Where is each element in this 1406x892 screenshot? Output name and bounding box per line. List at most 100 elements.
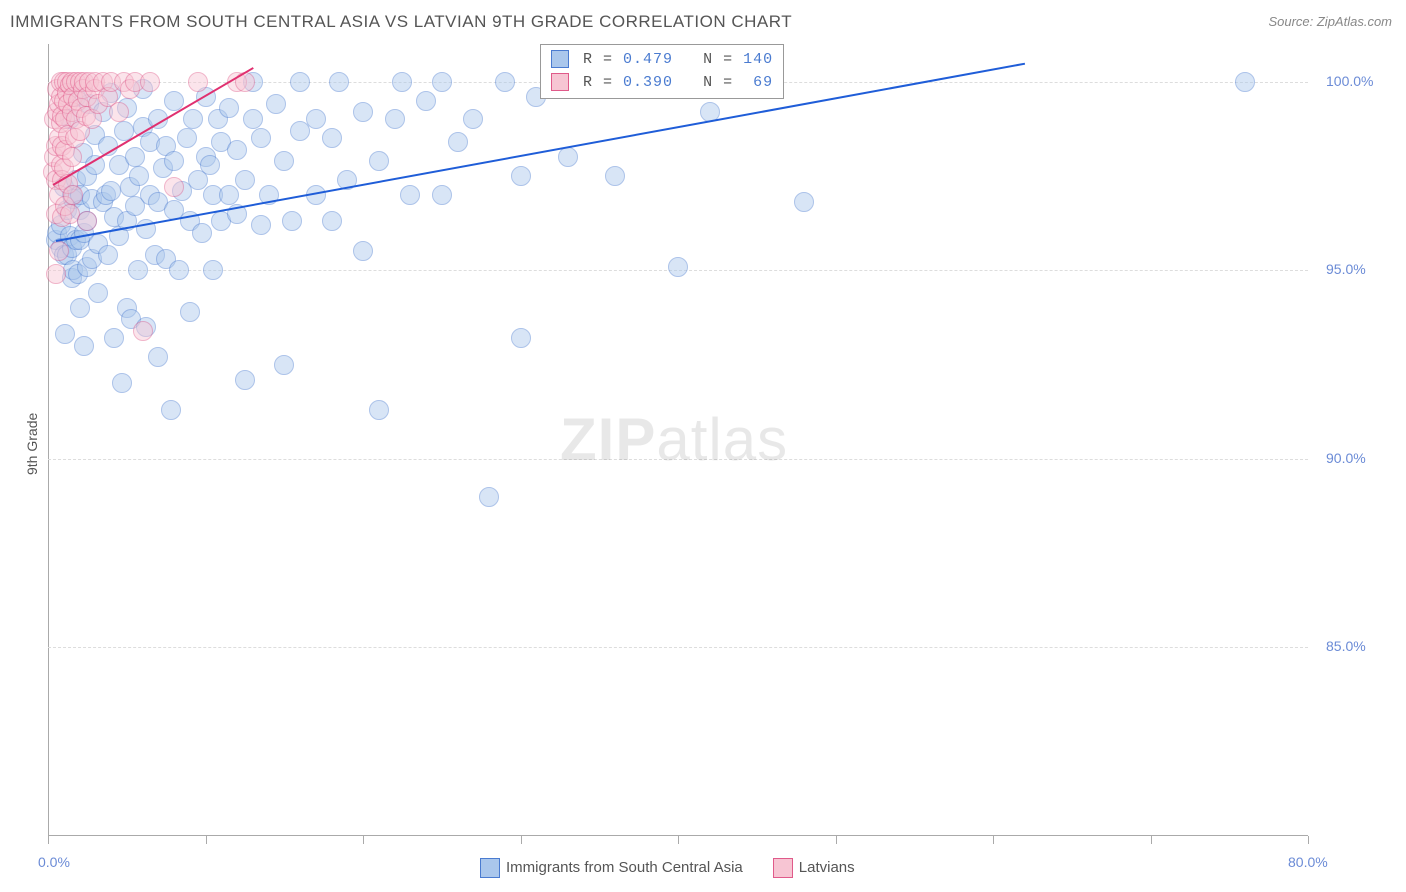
- y-tick-label: 100.0%: [1326, 73, 1373, 89]
- scatter-point-immigrants: [369, 400, 389, 420]
- plot-area: [48, 44, 1308, 836]
- y-tick-label: 85.0%: [1326, 638, 1366, 654]
- x-tick: [48, 836, 49, 844]
- scatter-point-immigrants: [495, 72, 515, 92]
- scatter-point-latvians: [140, 72, 160, 92]
- x-tick: [993, 836, 994, 844]
- scatter-point-immigrants: [274, 151, 294, 171]
- scatter-point-immigrants: [282, 211, 302, 231]
- scatter-point-immigrants: [251, 128, 271, 148]
- scatter-point-immigrants: [266, 94, 286, 114]
- y-axis-title: 9th Grade: [24, 413, 40, 475]
- x-tick: [836, 836, 837, 844]
- legend-swatch: [551, 73, 569, 91]
- scatter-point-immigrants: [161, 400, 181, 420]
- x-tick: [206, 836, 207, 844]
- legend-row-latvians: R = 0.390 N = 69: [551, 72, 773, 95]
- scatter-point-immigrants: [98, 245, 118, 265]
- x-tick: [1151, 836, 1152, 844]
- scatter-point-immigrants: [558, 147, 578, 167]
- scatter-point-immigrants: [70, 298, 90, 318]
- scatter-point-immigrants: [463, 109, 483, 129]
- scatter-point-immigrants: [385, 109, 405, 129]
- x-tick: [363, 836, 364, 844]
- x-tick-label: 0.0%: [38, 854, 70, 870]
- scatter-point-immigrants: [200, 155, 220, 175]
- scatter-point-immigrants: [55, 324, 75, 344]
- scatter-point-immigrants: [125, 147, 145, 167]
- chart-title: IMMIGRANTS FROM SOUTH CENTRAL ASIA VS LA…: [10, 12, 792, 32]
- scatter-point-immigrants: [227, 140, 247, 160]
- legend-swatch: [551, 50, 569, 68]
- scatter-point-immigrants: [322, 211, 342, 231]
- scatter-point-immigrants: [1235, 72, 1255, 92]
- scatter-point-latvians: [109, 102, 129, 122]
- x-tick: [678, 836, 679, 844]
- scatter-point-immigrants: [432, 185, 452, 205]
- x-tick-label: 80.0%: [1288, 854, 1328, 870]
- scatter-point-immigrants: [432, 72, 452, 92]
- scatter-point-immigrants: [274, 355, 294, 375]
- scatter-point-immigrants: [322, 128, 342, 148]
- correlation-legend: R = 0.479 N = 140 R = 0.390 N = 69: [540, 44, 784, 99]
- scatter-point-latvians: [133, 321, 153, 341]
- scatter-point-immigrants: [392, 72, 412, 92]
- scatter-point-immigrants: [511, 328, 531, 348]
- x-tick: [1308, 836, 1309, 844]
- y-tick-label: 90.0%: [1326, 450, 1366, 466]
- scatter-point-immigrants: [353, 102, 373, 122]
- scatter-point-immigrants: [251, 215, 271, 235]
- scatter-point-immigrants: [192, 223, 212, 243]
- scatter-point-immigrants: [129, 166, 149, 186]
- legend-swatch: [480, 858, 500, 878]
- source-attribution: Source: ZipAtlas.com: [1268, 14, 1392, 29]
- scatter-point-immigrants: [369, 151, 389, 171]
- scatter-point-immigrants: [235, 370, 255, 390]
- scatter-point-latvians: [77, 211, 97, 231]
- scatter-point-immigrants: [479, 487, 499, 507]
- scatter-point-latvians: [63, 185, 83, 205]
- scatter-point-immigrants: [511, 166, 531, 186]
- legend-item-immigrants: Immigrants from South Central Asia: [480, 858, 743, 878]
- scatter-point-immigrants: [164, 151, 184, 171]
- scatter-point-latvians: [188, 72, 208, 92]
- scatter-point-latvians: [49, 241, 69, 261]
- scatter-point-immigrants: [180, 302, 200, 322]
- scatter-point-immigrants: [112, 373, 132, 393]
- legend-row-immigrants: R = 0.479 N = 140: [551, 49, 773, 72]
- scatter-point-immigrants: [104, 328, 124, 348]
- scatter-point-immigrants: [88, 283, 108, 303]
- x-tick: [521, 836, 522, 844]
- scatter-point-immigrants: [605, 166, 625, 186]
- gridline-h: [48, 647, 1308, 648]
- legend-swatch: [773, 858, 793, 878]
- scatter-point-immigrants: [448, 132, 468, 152]
- scatter-point-immigrants: [353, 241, 373, 261]
- scatter-point-immigrants: [235, 170, 255, 190]
- scatter-point-immigrants: [400, 185, 420, 205]
- y-tick-label: 95.0%: [1326, 261, 1366, 277]
- legend-item-latvians: Latvians: [773, 858, 855, 878]
- scatter-point-immigrants: [219, 185, 239, 205]
- scatter-point-immigrants: [243, 109, 263, 129]
- scatter-point-immigrants: [74, 336, 94, 356]
- scatter-point-immigrants: [668, 257, 688, 277]
- scatter-point-immigrants: [290, 72, 310, 92]
- scatter-point-latvians: [164, 177, 184, 197]
- scatter-point-immigrants: [183, 109, 203, 129]
- scatter-point-latvians: [46, 264, 66, 284]
- scatter-point-immigrants: [794, 192, 814, 212]
- scatter-point-immigrants: [329, 72, 349, 92]
- scatter-point-immigrants: [128, 260, 148, 280]
- scatter-point-immigrants: [203, 260, 223, 280]
- scatter-point-immigrants: [416, 91, 436, 111]
- scatter-point-immigrants: [306, 109, 326, 129]
- scatter-point-immigrants: [219, 98, 239, 118]
- scatter-point-immigrants: [177, 128, 197, 148]
- scatter-point-immigrants: [101, 181, 121, 201]
- scatter-point-immigrants: [148, 347, 168, 367]
- gridline-h: [48, 459, 1308, 460]
- series-legend: Immigrants from South Central Asia Latvia…: [480, 858, 855, 878]
- scatter-point-immigrants: [169, 260, 189, 280]
- scatter-point-latvians: [62, 147, 82, 167]
